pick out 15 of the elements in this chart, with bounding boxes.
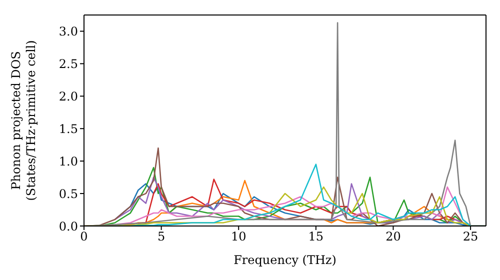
y-tick-label: 3.0 bbox=[58, 24, 78, 38]
y-tick-label: 1.5 bbox=[58, 122, 78, 136]
y-tick-label: 1.0 bbox=[58, 154, 78, 168]
y-tick-label: 2.5 bbox=[58, 56, 78, 71]
x-tick-label: 10 bbox=[230, 230, 246, 244]
x-tick-label: 5 bbox=[157, 230, 166, 244]
y-tick-label: 0.0 bbox=[58, 219, 78, 234]
y-axis-title: Phonon projected DOS (States/THz·primitive cell) bbox=[9, 40, 38, 201]
x-tick-label: 25 bbox=[462, 230, 478, 244]
x-axis-title: Frequency (THz) bbox=[234, 253, 336, 267]
y-tick-label: 2.0 bbox=[58, 89, 78, 104]
x-tick-label: 15 bbox=[308, 230, 324, 244]
y-tick-label: 0.5 bbox=[58, 186, 78, 201]
x-tick-label: 0 bbox=[80, 230, 88, 244]
x-tick-label: 20 bbox=[386, 230, 401, 244]
